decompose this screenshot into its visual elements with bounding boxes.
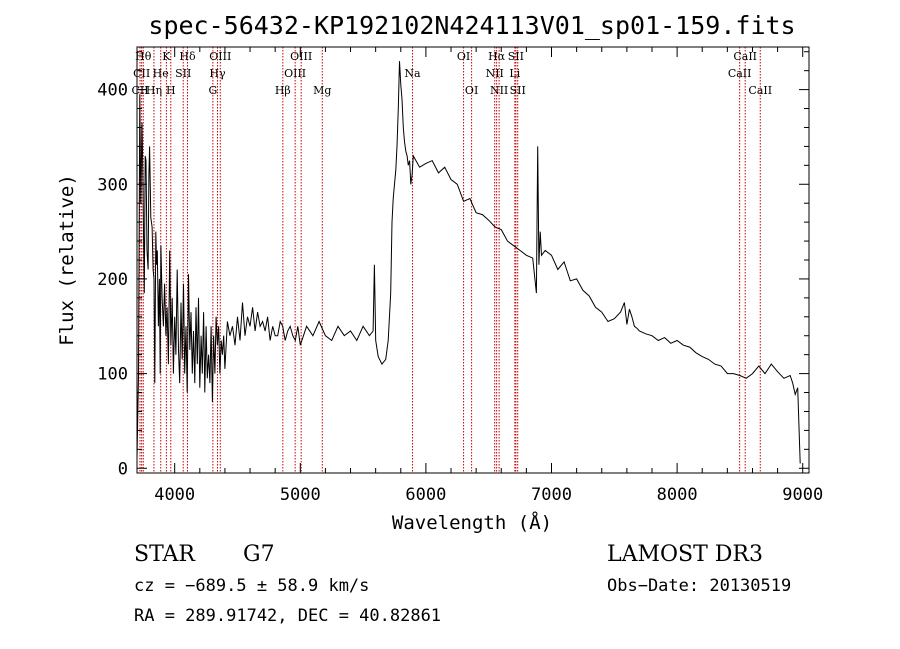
line-label: Hδ (179, 50, 196, 63)
x-axis-label: Wavelength (Å) (392, 511, 552, 534)
line-label: SII (175, 67, 191, 80)
line-label: G (208, 84, 217, 97)
line-label: NII (490, 84, 508, 97)
line-label: SII (508, 50, 524, 63)
object-class: STAR (134, 542, 196, 567)
y-axis-label: Flux (relative) (56, 174, 78, 346)
x-tick-label: 7000 (531, 485, 572, 505)
spectrum-line (136, 61, 801, 464)
y-tick-label: 100 (97, 365, 128, 385)
coordinates: RA = 289.91742, DEC = 40.82861 (134, 606, 441, 626)
line-label: Hη (146, 84, 162, 97)
line-label: OIII (284, 67, 306, 80)
x-tick-label: 5000 (280, 485, 321, 505)
line-label: CaII (748, 84, 772, 97)
line-label: Li (509, 67, 520, 80)
x-tick-label: 4000 (154, 485, 195, 505)
line-label: Na (404, 67, 421, 80)
line-label: CaII (733, 50, 757, 63)
y-tick-label: 200 (97, 270, 128, 290)
x-tick-label: 9000 (782, 485, 823, 505)
line-label: Hβ (275, 84, 291, 97)
y-axis: 0 100 200 300 400 (97, 51, 809, 479)
line-label: OI (457, 50, 470, 63)
line-label: NII (486, 67, 504, 80)
line-label: OI (465, 84, 478, 97)
y-tick-label: 0 (118, 459, 128, 479)
line-label: OIII (209, 50, 231, 63)
line-label: Hθ (135, 50, 152, 63)
y-tick-label: 300 (97, 175, 128, 195)
x-tick-label: 6000 (405, 485, 446, 505)
line-label: CII (133, 67, 150, 80)
line-markers (139, 47, 761, 473)
line-label: Hγ (209, 67, 226, 80)
line-label: CII (131, 84, 148, 97)
x-axis: 4000 5000 6000 7000 8000 9000 (154, 47, 823, 505)
line-label: Mg (313, 84, 331, 97)
line-label: K (162, 50, 171, 63)
object-subclass: G7 (243, 542, 275, 567)
line-label: SII (510, 84, 526, 97)
line-label: OIII (290, 50, 312, 63)
line-label: Hα (488, 50, 506, 63)
y-tick-label: 400 (97, 81, 128, 101)
line-label: He (153, 67, 169, 80)
obs-date: Obs−Date: 20130519 (607, 576, 791, 596)
chart-title: spec-56432-KP192102N424113V01_sp01-159.f… (148, 11, 795, 40)
survey-name: LAMOST DR3 (607, 542, 763, 567)
x-tick-label: 8000 (657, 485, 698, 505)
plot-frame (136, 46, 810, 474)
redshift-text: cz = −689.5 ± 58.9 km/s (134, 576, 369, 596)
line-label: CaII (728, 67, 752, 80)
line-label: H (166, 84, 176, 97)
